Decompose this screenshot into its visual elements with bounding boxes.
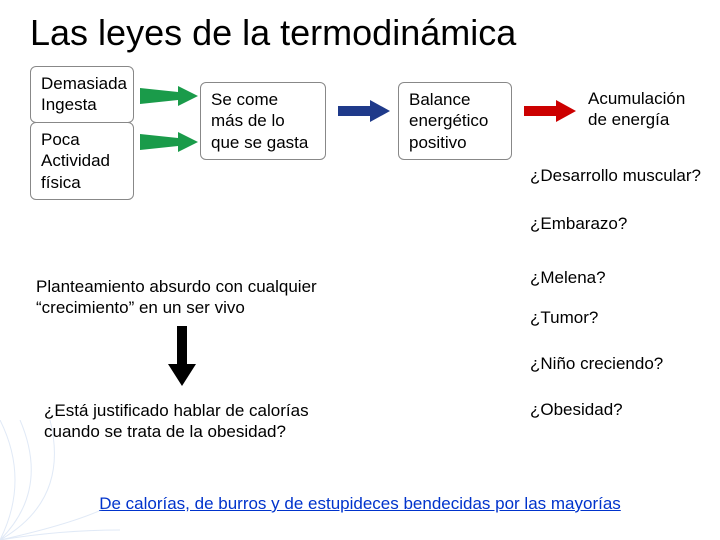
text-planteamiento: Planteamiento absurdo con cualquier“crec… — [36, 276, 317, 319]
q-melena: ¿Melena? — [530, 268, 606, 288]
q-desarrollo: ¿Desarrollo muscular? — [530, 166, 701, 186]
q-embarazo: ¿Embarazo? — [530, 214, 627, 234]
arrow-balance-to-acumulacion — [524, 100, 576, 122]
q-obesidad: ¿Obesidad? — [530, 400, 623, 420]
footer-link[interactable]: De calorías, de burros y de estupideces … — [99, 494, 621, 514]
arrow-actividad-to-secome — [140, 128, 198, 156]
text-acumulacion: Acumulaciónde energía — [588, 88, 685, 131]
box-secome: Se comemás de loque se gasta — [200, 82, 326, 160]
page-title: Las leyes de la termodinámica — [30, 12, 516, 54]
box-balance: Balanceenergéticopositivo — [398, 82, 512, 160]
q-nino: ¿Niño creciendo? — [530, 354, 663, 374]
box-actividad: PocaActividadfísica — [30, 122, 134, 200]
arrow-secome-to-balance — [338, 100, 390, 122]
arrow-down — [168, 326, 196, 386]
box-ingesta: DemasiadaIngesta — [30, 66, 134, 123]
text-justificado: ¿Está justificado hablar de caloríascuan… — [44, 400, 309, 443]
q-tumor: ¿Tumor? — [530, 308, 598, 328]
arrow-ingesta-to-secome — [140, 82, 198, 110]
